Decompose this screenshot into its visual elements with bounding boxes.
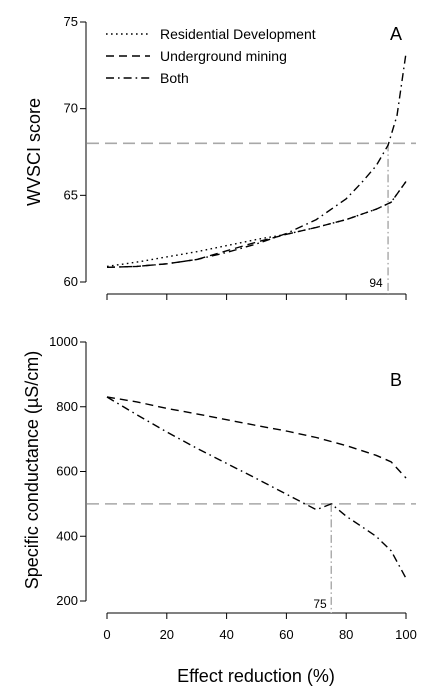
y-tick-label: 800 [56,399,78,414]
y-tick-label: 75 [64,14,78,29]
x-tick-label: 60 [279,627,293,642]
y-tick-label: 600 [56,464,78,479]
y-tick-label: 65 [64,187,78,202]
panel-b: 200 400 600 800 1000 0 20 40 60 80 100 B Specific… [22,334,417,686]
y-tick-label: 400 [56,528,78,543]
legend-label: Underground mining [160,48,287,64]
legend: Residential Development Underground minin… [106,26,316,86]
y-tick-label: 60 [64,274,78,289]
y-tick-label: 200 [56,593,78,608]
series-line-dotted [106,181,407,268]
x-axis-title: Effect reduction (%) [177,666,335,686]
series-line-dashdot [106,396,407,579]
panel-a-y-axis-title: WVSCI score [24,98,44,206]
y-tick-label: 1000 [49,334,78,349]
x-tick-label: 100 [395,627,417,642]
panel-b-annotation: 75 [313,597,327,611]
x-tick-label: 40 [219,627,233,642]
series-line-dashed [106,396,407,479]
legend-label: Both [160,70,189,86]
series-line-dashed [106,181,407,268]
panel-b-letter: B [390,370,402,390]
panel-a: 60 65 70 75 A WVSCI score 94 Residential De… [24,14,416,300]
panel-b-y-axis-title: Specific conductance (µS/cm) [22,351,42,589]
panel-a-letter: A [390,24,402,44]
legend-label: Residential Development [160,26,316,42]
y-tick-label: 70 [64,101,78,116]
x-tick-label: 80 [339,627,353,642]
series-line-dashdot [106,53,407,268]
panel-a-annotation: 94 [369,276,383,290]
x-tick-label: 0 [103,627,110,642]
x-tick-label: 20 [160,627,174,642]
